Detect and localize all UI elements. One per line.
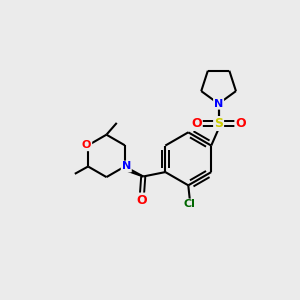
Text: N: N bbox=[214, 99, 223, 109]
Text: O: O bbox=[236, 117, 246, 130]
Text: O: O bbox=[82, 140, 91, 150]
Text: O: O bbox=[191, 117, 202, 130]
Text: O: O bbox=[136, 194, 147, 207]
Text: Cl: Cl bbox=[184, 200, 196, 209]
Text: S: S bbox=[214, 117, 223, 130]
Text: N: N bbox=[122, 161, 131, 172]
